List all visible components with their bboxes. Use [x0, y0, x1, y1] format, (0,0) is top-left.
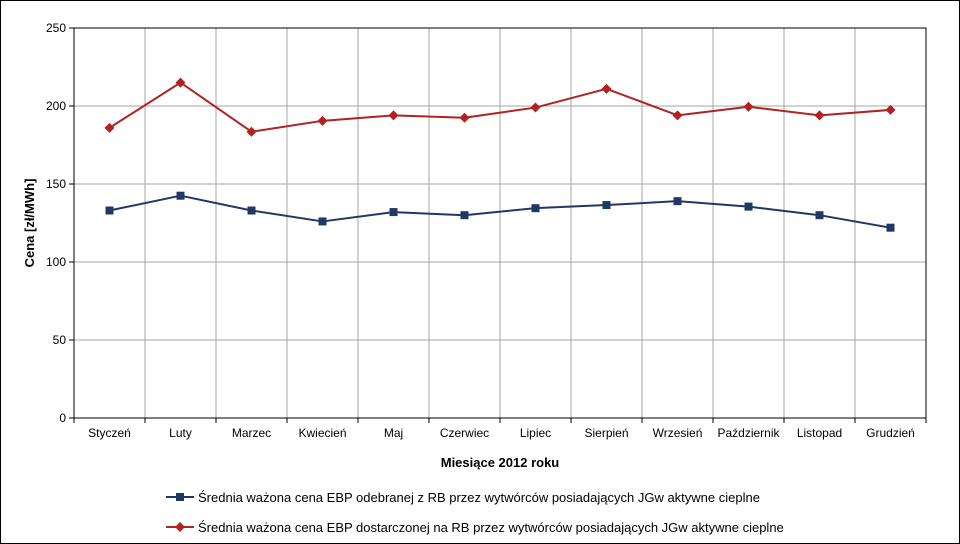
data-point-series-1: [460, 211, 469, 220]
x-tick-label: Luty: [169, 426, 192, 440]
x-tick-labels: Styczeń Luty Marzec Kwiecień Maj Czerwiec Lipi…: [88, 426, 915, 440]
data-point-series-1: [815, 211, 824, 220]
data-point-series-1: [531, 204, 540, 213]
legend-item-series-1: Średnia ważona cena EBP odebranej z RB p…: [166, 490, 760, 505]
series-layer: [104, 77, 896, 232]
y-tick-label: 100: [46, 255, 66, 269]
series-line-1: [109, 194, 891, 229]
data-point-series-2: [601, 83, 612, 94]
series-line-2: [108, 81, 891, 133]
data-point-series-2: [317, 115, 328, 126]
x-tick-label: Styczeń: [88, 426, 131, 440]
y-tick-label: 200: [46, 99, 66, 113]
data-point-series-2: [459, 112, 470, 123]
x-tick-label: Listopad: [797, 426, 842, 440]
legend-item-series-2: Średnia ważona cena EBP dostarczonej na …: [166, 520, 784, 535]
y-tick-label: 0: [59, 411, 66, 425]
x-tick-label: Maj: [384, 426, 403, 440]
data-point-series-1: [105, 206, 114, 215]
x-axis-title: Miesiące 2012 roku: [441, 455, 560, 470]
y-tick-labels: 0 50 100 150 200 250: [46, 21, 66, 425]
data-point-series-1: [247, 206, 256, 215]
x-tick-label: Grudzień: [866, 426, 915, 440]
data-point-series-2: [104, 122, 115, 133]
legend-marker-series-1: [176, 493, 184, 501]
data-point-series-2: [672, 110, 683, 121]
data-point-series-2: [885, 104, 896, 115]
y-tick-label: 150: [46, 177, 66, 191]
x-tick-label: Lipiec: [520, 426, 551, 440]
data-point-series-1: [176, 191, 185, 200]
x-tick-label: Kwiecień: [298, 426, 346, 440]
plot-border: [73, 27, 927, 419]
data-point-series-2: [814, 110, 825, 121]
x-tick-label: Czerwiec: [440, 426, 489, 440]
axes: [69, 27, 927, 423]
data-point-series-1: [602, 201, 611, 210]
data-point-series-1: [389, 208, 398, 217]
y-axis-title: Cena [zł/MWh]: [22, 179, 37, 268]
x-tick-label: Wrzesień: [653, 426, 703, 440]
x-tick-label: Marzec: [232, 426, 271, 440]
data-point-series-1: [744, 202, 753, 211]
data-point-series-2: [530, 102, 541, 113]
legend-label-series-2: Średnia ważona cena EBP dostarczonej na …: [198, 520, 784, 535]
x-tick-label: Październik: [717, 426, 780, 440]
data-point-series-1: [673, 197, 682, 206]
data-point-series-1: [886, 223, 895, 232]
y-tick-label: 50: [53, 333, 67, 347]
data-point-series-2: [388, 110, 399, 121]
y-tick-label: 250: [46, 21, 66, 35]
x-tick-label: Sierpień: [584, 426, 628, 440]
legend-label-series-1: Średnia ważona cena EBP odebranej z RB p…: [198, 490, 760, 505]
data-point-series-2: [175, 77, 186, 88]
legend-marker-series-2: [175, 522, 185, 532]
legend: Średnia ważona cena EBP odebranej z RB p…: [166, 490, 784, 535]
data-point-series-2: [743, 101, 754, 112]
data-point-series-1: [318, 217, 327, 226]
data-point-series-2: [246, 126, 257, 137]
